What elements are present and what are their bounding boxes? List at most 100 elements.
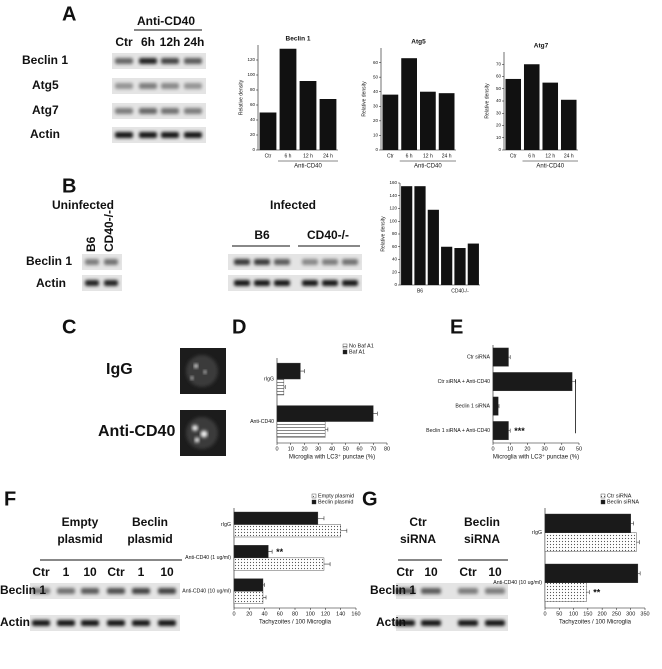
x-tick-label: 60 [277,611,283,617]
group-label: siRNA [400,532,436,546]
blot-band [254,259,270,265]
blot-band [322,280,338,286]
x-tick-label: 0 [543,611,546,617]
y-tick-label: 20 [373,118,379,123]
blot-band [107,620,125,626]
y-tick-label: Beclin 1 siRNA [455,404,490,410]
panel-label: B [62,175,76,197]
bar [427,209,439,285]
blot-band [254,280,270,286]
bar [401,186,413,285]
blot-strip [82,254,122,270]
group-label: siRNA [464,532,500,546]
x-tick-label: 30 [542,446,548,452]
lane-label: 10 [424,565,438,579]
x-tick-label: 150 [583,611,592,617]
blot-band [115,83,133,89]
group-label: Beclin [132,515,168,529]
image-label: IgG [106,361,133,378]
y-tick-label: 0 [375,147,378,152]
x-tick-label: 40 [261,611,267,617]
blot-band [161,83,179,89]
group-label: Uninfected [52,198,114,212]
y-tick-label: 60 [496,74,502,79]
blot-band [184,58,202,64]
bar [382,94,399,150]
blot-band [234,259,250,265]
bar [492,347,509,367]
row-label: Atg7 [32,103,59,117]
group-label: plasmid [57,532,102,546]
blot-band [342,280,358,286]
blot-band [115,132,133,138]
y-tick-label: Ctr siRNA + Anti-CD40 [438,379,490,385]
panel-label: E [450,316,463,338]
y-tick-label: 60 [373,60,379,65]
bar [259,112,277,150]
blot-band [184,83,202,89]
row-label: Actin [376,615,406,629]
blot-header: Anti-CD40 [137,14,195,28]
bar [454,248,466,285]
x-tick-label: B6 [417,288,423,294]
x-tick-label: 40 [559,446,565,452]
error-bar [637,571,641,576]
panel-label: F [4,488,16,510]
error-bar [262,595,267,600]
blot-band [234,280,250,286]
chart-title: Beclin 1 [286,36,311,43]
bar [492,372,573,392]
row-label: Beclin 1 [0,583,46,597]
blot-band [322,259,338,265]
blot-band [485,620,505,626]
blot-strip [228,275,362,291]
bar [544,513,631,533]
x-tick-label: 20 [246,611,252,617]
annotation: ** [593,588,601,598]
legend-swatch [311,499,317,505]
bar [233,557,325,571]
group-label: Empty [62,515,99,529]
punctum [194,364,198,368]
y-tick-label: Anti-CD40 [250,419,274,425]
blot-band [57,620,75,626]
blot-band [274,259,290,265]
blot-band [115,108,133,114]
blot-strip [112,103,206,119]
blot-band [302,280,318,286]
blot-band [161,58,179,64]
y-tick-label: 10 [373,133,379,138]
blot-strip [112,78,206,94]
x-tick-label: 80 [384,446,390,452]
y-axis-label: Relative density [484,83,490,119]
image-label: Anti-CD40 [98,423,175,440]
blot-band [32,620,50,626]
blots [30,53,508,631]
y-tick-label: 60 [392,244,398,249]
blot-strip [30,583,180,599]
row-label: Beclin 1 [22,53,68,67]
blot-band [158,620,176,626]
x-tick-label: 6 h [406,153,413,159]
row-label: Actin [0,615,30,629]
x-tick-label: 0 [491,446,494,452]
bar [544,532,637,552]
x-tick-label: 30 [315,446,321,452]
blot-band [395,588,415,594]
lane-label: 24h [184,35,205,49]
panel-label: D [232,316,246,338]
blot-band [184,132,202,138]
group-label: Infected [270,198,316,212]
lane-label: 10 [488,565,502,579]
x-tick-label: 6 h [528,153,535,159]
blot-band [85,259,99,265]
x-tick-label: 20 [301,446,307,452]
x-tick-label: 140 [336,611,345,617]
punctum [200,430,208,438]
y-tick-label: 40 [373,89,379,94]
panel-label: C [62,316,76,338]
y-tick-label: 40 [392,257,398,262]
x-tick-label: 100 [569,611,578,617]
blot-band [57,588,75,594]
bar [414,186,426,285]
